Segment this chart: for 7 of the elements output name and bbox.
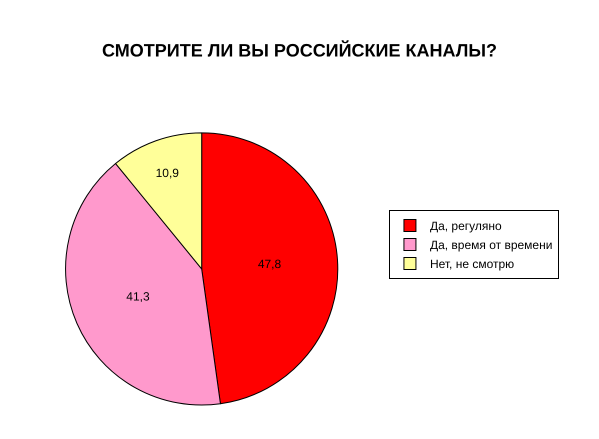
legend-label: Нет, не смотрю (430, 257, 514, 272)
legend-label: Да, время от времени (430, 238, 552, 252)
data-label: 41,3 (126, 290, 150, 304)
data-label: 10,9 (156, 166, 180, 180)
data-label: 47,8 (258, 257, 282, 272)
legend-label: Да, регуляно (430, 219, 502, 234)
chart-title: СМОТРИТЕ ЛИ ВЫ РОССИЙСКИЕ КАНАЛЫ? (102, 40, 497, 60)
